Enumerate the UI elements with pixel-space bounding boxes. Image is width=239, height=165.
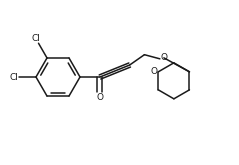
Text: O: O — [160, 53, 167, 62]
Text: Cl: Cl — [32, 34, 40, 43]
Text: Cl: Cl — [10, 72, 18, 82]
Text: O: O — [97, 94, 103, 102]
Text: O: O — [151, 67, 158, 76]
